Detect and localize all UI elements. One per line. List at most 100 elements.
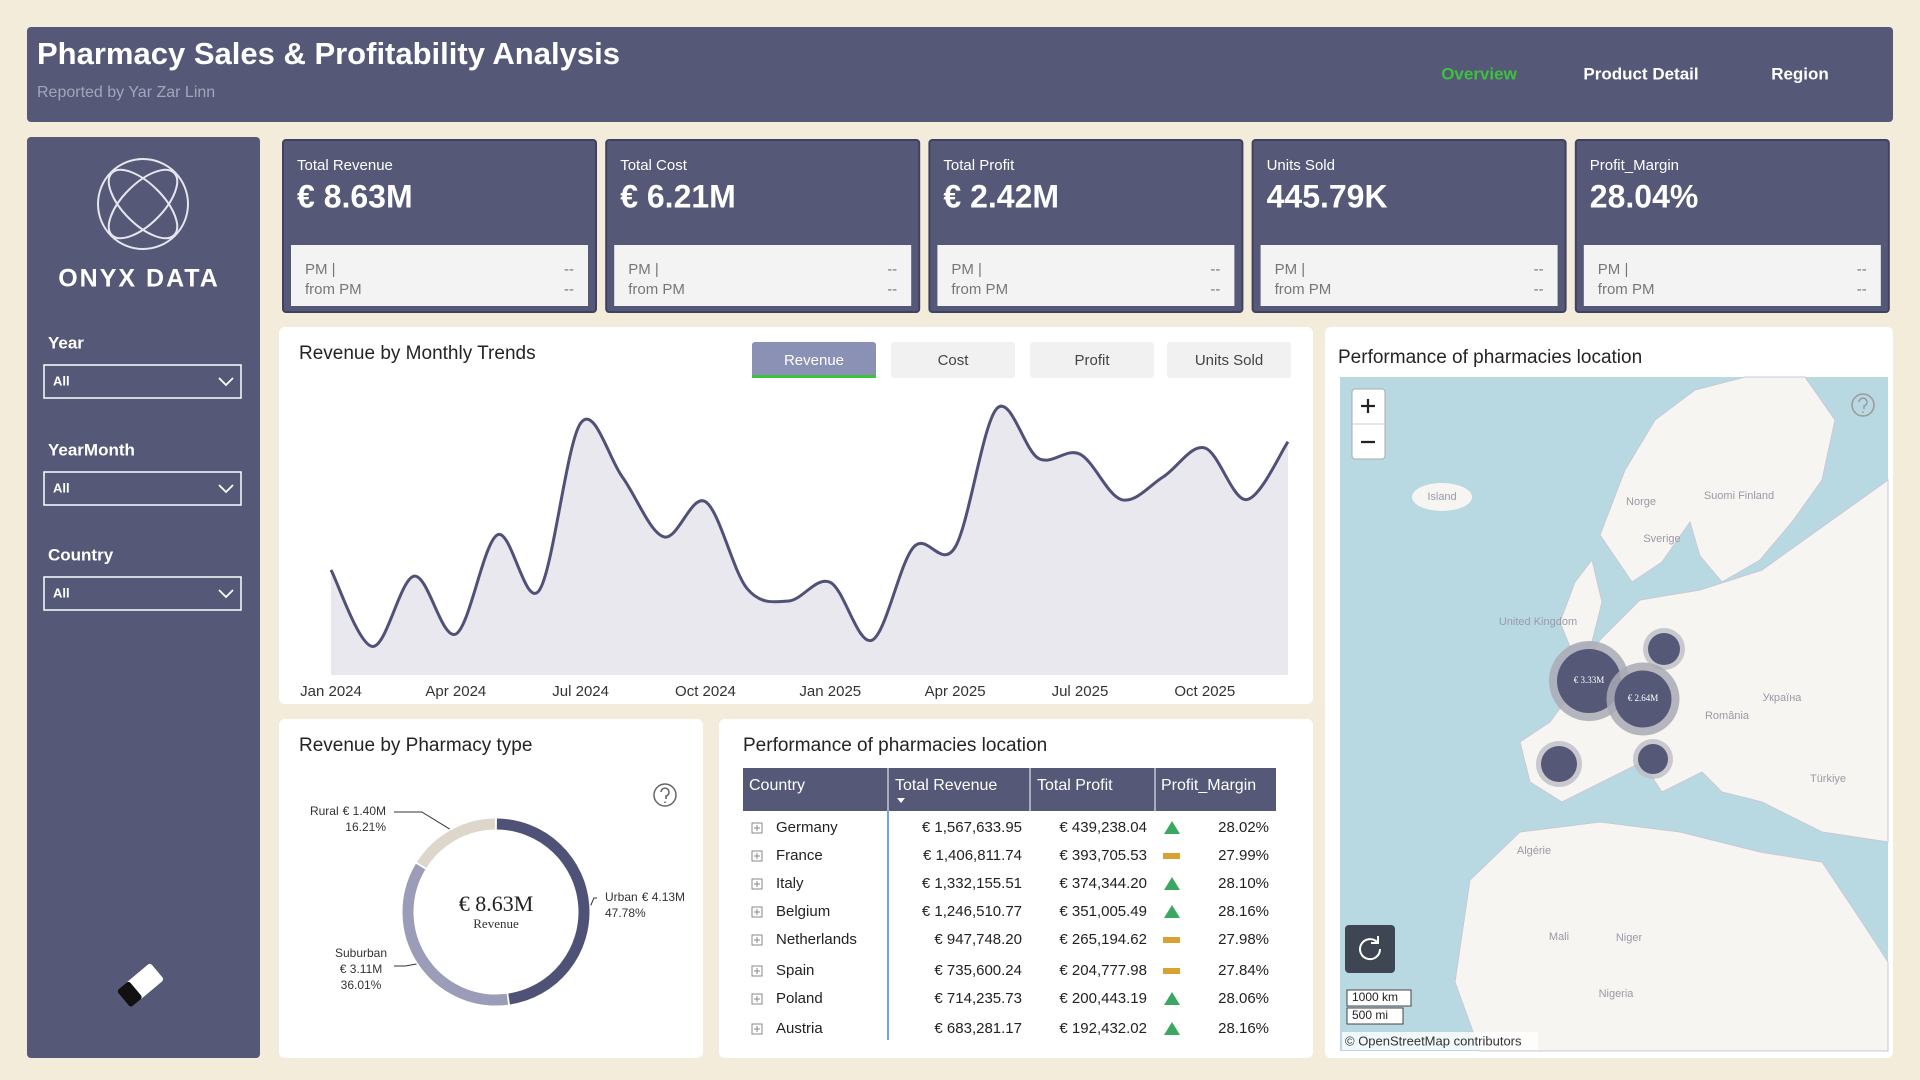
nav-tab[interactable]: Overview (1441, 64, 1517, 83)
trend-area (331, 406, 1288, 675)
cell-profit: € 351,005.49 (1059, 903, 1147, 920)
expand-icon[interactable] (751, 822, 763, 834)
filter-dropdown[interactable] (43, 471, 242, 506)
help-glyph (660, 787, 670, 803)
expand-icon[interactable] (751, 934, 763, 946)
expand-plus (754, 996, 760, 1002)
bubble[interactable] (1541, 746, 1577, 782)
donut-segment (416, 818, 496, 869)
trend-line (329, 404, 1290, 648)
metric-button[interactable] (891, 342, 1015, 378)
cell-revenue: € 1,246,510.77 (922, 903, 1022, 920)
map-attribution: © OpenStreetMap contributors (1345, 1033, 1522, 1048)
help-icon[interactable] (653, 783, 677, 807)
filter-label: Country (48, 545, 114, 564)
nav-tab[interactable]: Product Detail (1583, 64, 1698, 83)
reset-button[interactable] (1345, 925, 1395, 973)
metric-button-label[interactable]: Revenue (784, 352, 844, 369)
x-tick-label: Apr 2025 (925, 683, 986, 700)
scale-bar (1346, 1007, 1404, 1025)
donut-category: Rural (310, 804, 339, 818)
expand-plus (754, 825, 760, 831)
chevron (218, 589, 234, 599)
x-tick-label: Jan 2024 (300, 683, 362, 700)
cell-revenue: € 735,600.24 (934, 962, 1022, 979)
kpi-value: 445.79K (1267, 178, 1388, 214)
nav-tab[interactable]: Region (1771, 64, 1829, 83)
filter-dropdown[interactable] (43, 576, 242, 611)
expand-plus (754, 881, 760, 887)
kpi-pm: PM | (951, 261, 982, 278)
map-help[interactable] (1851, 393, 1875, 417)
donut-label: Urban € 4.13M (605, 890, 685, 904)
chevron (218, 484, 234, 494)
expand-icon[interactable] (751, 906, 763, 918)
cell-margin: 28.06% (1218, 990, 1269, 1007)
donut-amount: € 1.40M (343, 804, 386, 818)
kpi-delta: -- (887, 261, 897, 278)
kpi-delta: -- (1210, 261, 1220, 278)
cell-margin: 28.16% (1218, 903, 1269, 920)
metric-button-label[interactable]: Cost (938, 352, 970, 369)
donut-amount: € 4.13M (642, 890, 685, 904)
filter-dropdown[interactable] (43, 364, 242, 399)
metric-button[interactable] (752, 342, 876, 378)
cell-profit: € 374,344.20 (1059, 875, 1147, 892)
filter-value[interactable]: All (53, 585, 70, 600)
column-header[interactable]: Profit_Margin (1161, 777, 1256, 794)
donut-category: Urban (605, 890, 638, 904)
bubble-label: € 2.64M (1628, 693, 1659, 703)
kpi-footer (1583, 245, 1881, 306)
expand-plus (754, 1026, 760, 1032)
x-tick-label: Oct 2025 (1174, 683, 1235, 700)
status-up (1164, 905, 1180, 918)
panel (279, 719, 703, 1058)
zoom-control[interactable] (1351, 388, 1386, 460)
filter-value[interactable]: All (53, 480, 70, 495)
metric-button[interactable] (1167, 342, 1291, 378)
kpi-delta: -- (1210, 281, 1220, 298)
column-header[interactable]: Total Profit (1037, 777, 1113, 794)
expand-icon[interactable] (751, 878, 763, 890)
kpi-delta: -- (1857, 261, 1867, 278)
attribution-bg (1342, 1032, 1538, 1050)
kpi-from: from PM (951, 281, 1008, 298)
chart-title: Revenue by Monthly Trends (299, 343, 536, 364)
x-tick-label: Oct 2024 (675, 683, 736, 700)
expand-icon[interactable] (751, 1023, 763, 1035)
bubble[interactable] (1557, 649, 1621, 713)
logo-loop (107, 168, 179, 240)
kpi-label: Profit_Margin (1590, 157, 1679, 174)
column-header[interactable]: Total Revenue (895, 777, 997, 794)
expand-icon[interactable] (751, 850, 763, 862)
bubble[interactable] (1638, 744, 1668, 774)
metric-button-label[interactable]: Profit (1074, 352, 1110, 369)
cell-country: Germany (776, 819, 838, 836)
kpi-delta: -- (887, 281, 897, 298)
expand-icon[interactable] (751, 965, 763, 977)
metric-button[interactable] (1030, 342, 1154, 378)
leader-line (590, 897, 597, 906)
expand-icon[interactable] (751, 993, 763, 1005)
kpi-value: 28.04% (1590, 178, 1699, 214)
donut-amount: € 3.11M (340, 962, 382, 976)
cell-country: France (776, 847, 823, 864)
status-up (1164, 1022, 1180, 1035)
column-header[interactable]: Country (749, 777, 805, 794)
bubble[interactable] (1614, 670, 1672, 728)
page-title: Pharmacy Sales & Profitability Analysis (37, 36, 620, 71)
bubble[interactable] (1648, 633, 1680, 665)
kpi-delta: -- (564, 261, 574, 278)
map-place: România (1705, 710, 1750, 722)
metric-button-label[interactable]: Units Sold (1195, 352, 1263, 369)
filter-value[interactable]: All (53, 373, 70, 388)
kpi-delta: -- (1857, 281, 1867, 298)
eraser-icon[interactable] (116, 963, 164, 1008)
kpi-pm: PM | (1598, 261, 1629, 278)
bubble-label: € 3.33M (1574, 675, 1605, 685)
kpi-label: Units Sold (1267, 157, 1335, 174)
sort-arrow (897, 798, 905, 803)
landmass (1519, 479, 1889, 843)
landmass (1599, 376, 1836, 583)
